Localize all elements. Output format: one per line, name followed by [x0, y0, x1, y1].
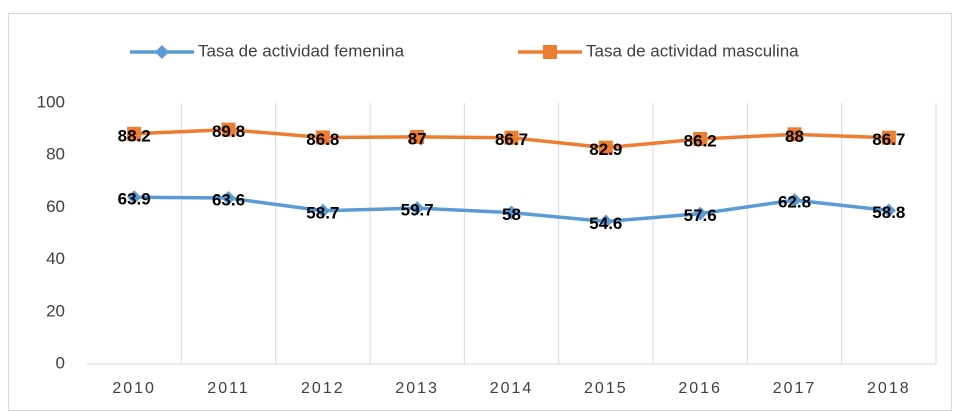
y-tick-label: 40 — [46, 249, 65, 268]
y-tick-label: 60 — [46, 197, 65, 216]
marker — [693, 132, 708, 147]
x-tick-label: 2011 — [207, 380, 249, 397]
marker — [787, 193, 802, 208]
y-tick-label: 20 — [46, 301, 65, 320]
y-tick-label: 80 — [46, 145, 65, 164]
marker — [543, 45, 557, 59]
data-label: 86.7 — [872, 130, 905, 149]
data-label: 82.9 — [589, 140, 622, 159]
y-tick-label: 0 — [56, 353, 65, 372]
marker — [504, 205, 519, 220]
legend-label: Tasa de actividad masculina — [586, 41, 799, 60]
x-tick-label: 2010 — [112, 380, 156, 397]
data-label: 63.6 — [212, 190, 245, 209]
marker — [693, 206, 708, 221]
data-label: 63.9 — [118, 190, 151, 209]
data-label: 88 — [785, 127, 804, 146]
marker — [221, 191, 236, 206]
marker — [221, 122, 236, 137]
data-label: 54.6 — [589, 214, 622, 233]
data-label: 86.8 — [306, 130, 339, 149]
marker — [315, 130, 330, 145]
marker — [787, 127, 802, 142]
x-tick-label: 2018 — [867, 380, 911, 397]
data-label: 59.7 — [401, 201, 434, 220]
data-label: 57.6 — [684, 206, 717, 225]
data-label: 58.7 — [306, 203, 339, 222]
marker — [504, 130, 519, 145]
marker — [127, 190, 142, 205]
legend-label: Tasa de actividad femenina — [198, 41, 405, 60]
data-label: 89.8 — [212, 122, 245, 141]
x-tick-label: 2015 — [584, 380, 628, 397]
data-label: 88.2 — [118, 126, 151, 145]
data-label: 58.8 — [872, 203, 905, 222]
marker — [410, 201, 425, 216]
marker — [127, 126, 142, 141]
data-label: 86.2 — [684, 132, 717, 151]
data-label: 62.8 — [778, 193, 811, 212]
marker — [598, 140, 613, 155]
marker — [155, 45, 169, 59]
x-tick-label: 2016 — [678, 380, 722, 397]
x-tick-label: 2014 — [490, 380, 534, 397]
marker — [410, 129, 425, 144]
marker — [881, 203, 896, 218]
marker — [881, 130, 896, 145]
x-tick-label: 2017 — [773, 380, 817, 397]
x-tick-label: 2012 — [301, 380, 345, 397]
marker — [598, 214, 613, 229]
data-label: 87 — [408, 129, 427, 148]
x-tick-label: 2013 — [395, 380, 439, 397]
y-tick-label: 100 — [37, 92, 65, 111]
data-label: 58 — [502, 205, 521, 224]
marker — [315, 203, 330, 218]
data-label: 86.7 — [495, 130, 528, 149]
